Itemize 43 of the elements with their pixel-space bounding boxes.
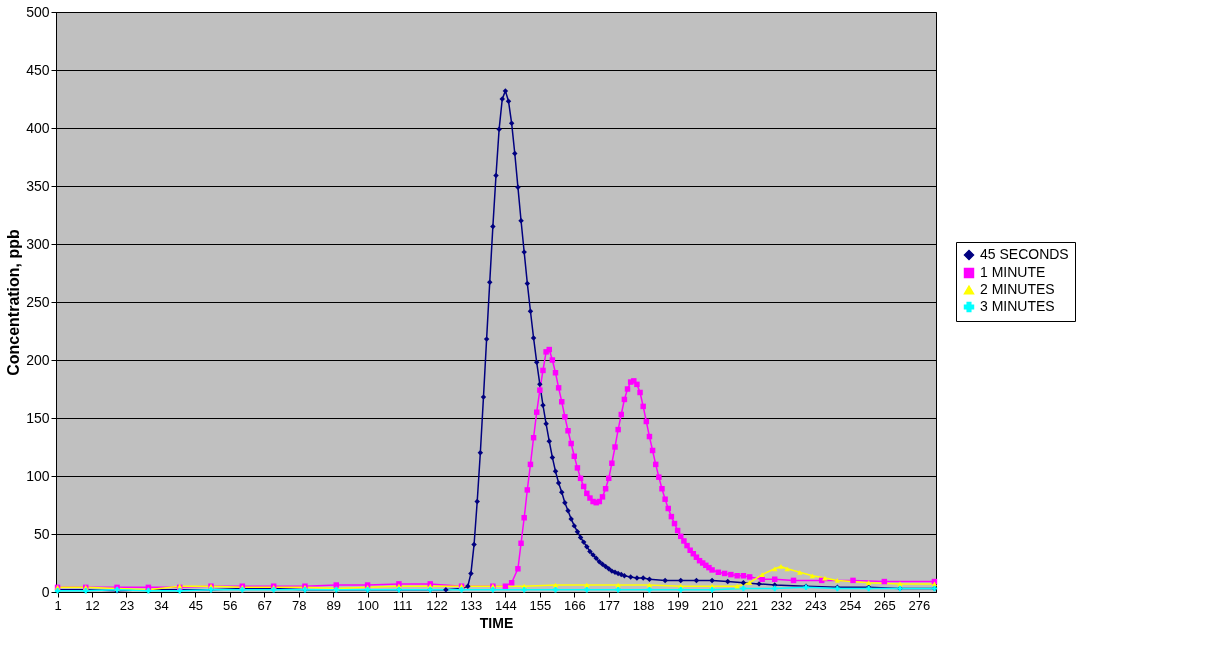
x-tick-label: 67 (257, 597, 272, 613)
x-tick-label: 177 (598, 597, 621, 613)
x-axis-title: TIME (479, 614, 514, 631)
x-tick-label: 265 (873, 597, 896, 613)
legend-label: 45 SECONDS (980, 246, 1069, 262)
x-tick-label: 221 (736, 597, 758, 613)
x-tick-label: 45 (188, 597, 204, 613)
x-tick-label: 199 (667, 597, 689, 613)
x-tick-label: 188 (632, 597, 655, 613)
x-tick-label: 111 (392, 597, 413, 613)
x-tick-label: 23 (119, 597, 135, 613)
x-tick-label: 89 (326, 597, 341, 613)
x-tick-label: 12 (85, 597, 100, 613)
x-tick-label: 276 (908, 597, 931, 613)
x-tick-label: 144 (495, 597, 517, 613)
y-tick-label: 150 (26, 409, 50, 426)
y-tick-label: 350 (26, 177, 50, 194)
x-tick-label: 232 (770, 597, 793, 613)
x-tick-label: 100 (357, 597, 379, 613)
y-tick-label: 250 (26, 293, 50, 310)
y-tick-label: 500 (26, 3, 50, 20)
y-tick-label: 50 (33, 525, 50, 542)
y-tick-label: 0 (41, 583, 50, 600)
x-tick-label: 34 (154, 597, 169, 613)
y-axis-title: Concentration, ppb (5, 228, 23, 376)
x-tick-label: 122 (426, 597, 448, 613)
y-tick-label: 450 (26, 61, 50, 78)
x-tick-label: 210 (701, 597, 724, 613)
legend-label: 1 MINUTE (980, 264, 1046, 280)
legend-label: 2 MINUTES (980, 281, 1055, 297)
y-tick-label: 400 (26, 119, 50, 136)
x-tick-label: 1 (54, 597, 62, 613)
x-tick-label: 155 (529, 597, 552, 613)
x-tick-label: 78 (291, 597, 307, 613)
x-tick-label: 254 (839, 597, 862, 613)
x-tick-label: 243 (805, 597, 827, 613)
x-tick-label: 56 (223, 597, 238, 613)
legend-label: 3 MINUTES (980, 298, 1055, 314)
y-tick-label: 200 (26, 351, 50, 368)
x-tick-label: 166 (563, 597, 586, 613)
y-tick-label: 100 (26, 467, 50, 484)
y-tick-label: 300 (26, 235, 50, 252)
x-tick-label: 133 (460, 597, 483, 613)
